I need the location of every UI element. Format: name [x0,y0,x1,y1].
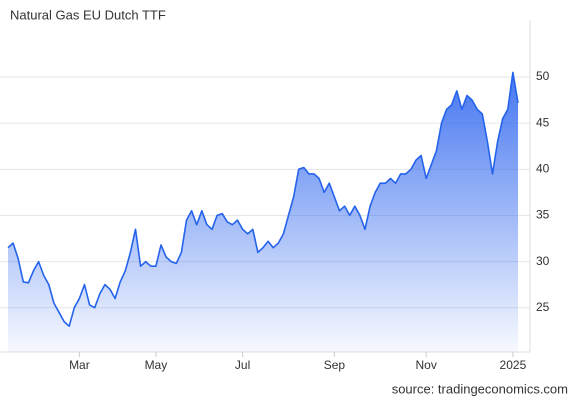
x-tick-label: Nov [416,358,437,372]
area-fill [8,72,518,353]
x-tick-label: Sep [324,358,346,372]
x-tick-label: Mar [69,358,90,372]
y-tick-label: 50 [536,69,550,83]
y-tick-label: 45 [536,115,550,129]
line [7,71,519,327]
y-tick-label: 25 [536,300,550,314]
source-note: source: tradingeconomics.com [392,381,568,396]
y-tick-label: 30 [536,254,550,268]
x-tick-label: 2025 [500,358,527,372]
y-tick-label: 40 [536,161,550,175]
x-tick-label: May [145,358,168,372]
y-tick-label: 35 [536,208,550,222]
x-tick-label: Jul [235,358,250,372]
chart-title: Natural Gas EU Dutch TTF [10,7,166,22]
